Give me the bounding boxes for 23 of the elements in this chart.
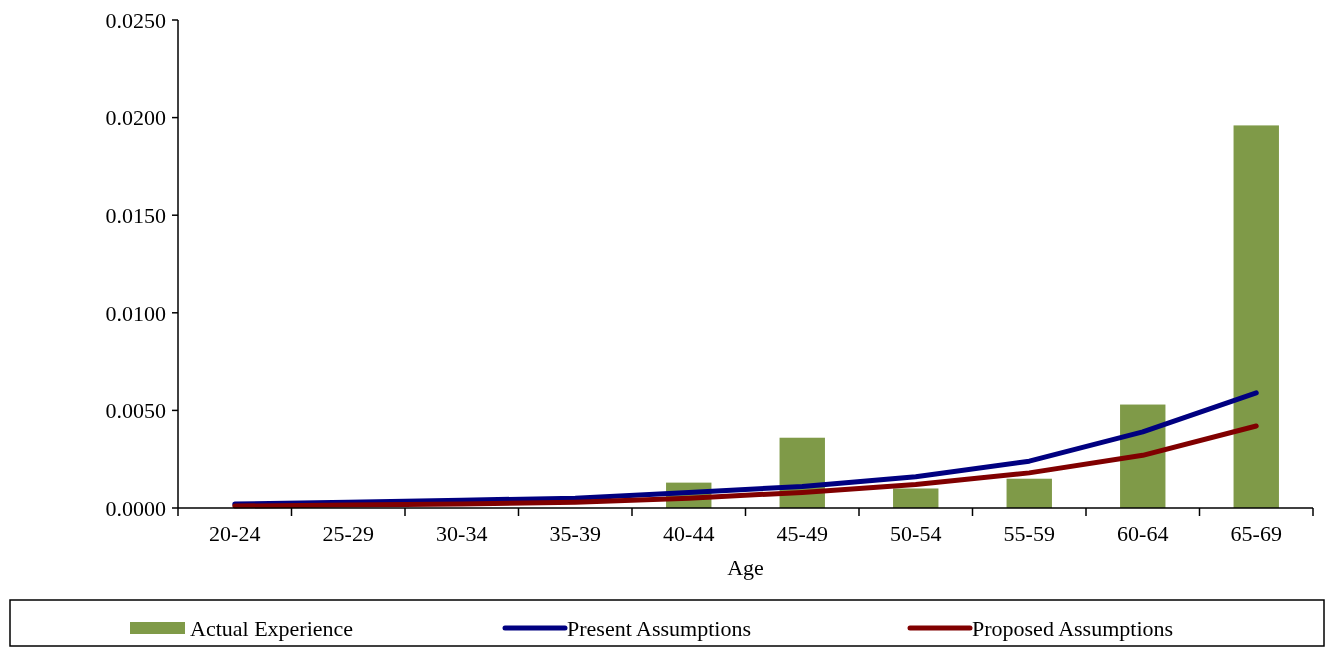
y-tick-label: 0.0100 xyxy=(105,300,166,326)
bar xyxy=(893,488,939,508)
y-tick-label: 0.0200 xyxy=(105,105,166,131)
legend-label: Actual Experience xyxy=(190,615,354,641)
x-tick-label: 65-69 xyxy=(1230,521,1282,546)
y-tick-label: 0.0150 xyxy=(105,202,166,228)
x-tick-label: 60-64 xyxy=(1117,521,1169,546)
x-tick-label: 25-29 xyxy=(322,521,374,546)
x-tick-label: 20-24 xyxy=(209,521,261,546)
x-tick-label: 35-39 xyxy=(549,521,601,546)
x-tick-label: 55-59 xyxy=(1003,521,1055,546)
x-tick-label: 50-54 xyxy=(890,521,942,546)
legend-label: Proposed Assumptions xyxy=(972,615,1174,641)
bar xyxy=(1006,478,1052,508)
legend-label: Present Assumptions xyxy=(567,615,751,641)
bar xyxy=(1233,125,1279,508)
y-tick-label: 0.0000 xyxy=(105,495,166,521)
x-tick-label: 45-49 xyxy=(776,521,828,546)
y-tick-label: 0.0250 xyxy=(105,7,166,33)
y-tick-label: 0.0050 xyxy=(105,398,166,424)
x-axis-title: Age xyxy=(727,555,764,580)
x-tick-label: 30-34 xyxy=(436,521,488,546)
x-tick-label: 40-44 xyxy=(663,521,715,546)
